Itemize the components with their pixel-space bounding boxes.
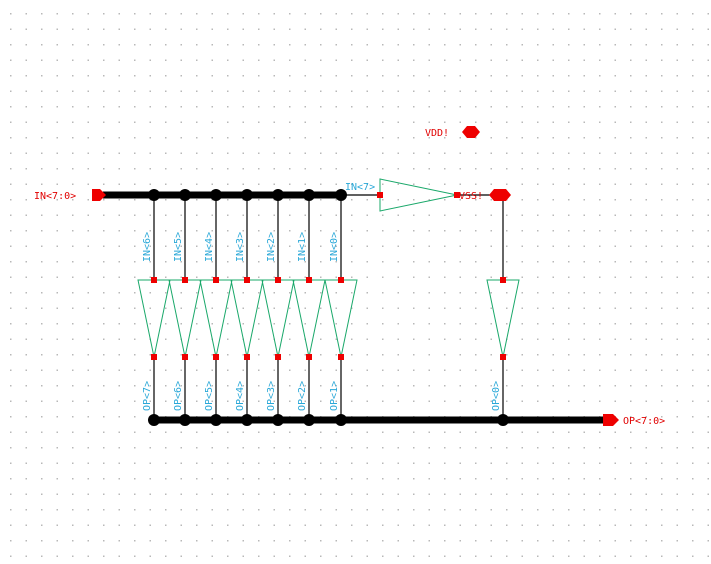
- net-label: IN<6>: [142, 232, 153, 262]
- net-label: IN<0>: [329, 232, 340, 262]
- net-label: OP<3>: [266, 381, 277, 411]
- net-label: IN<4>: [204, 232, 215, 262]
- horizontal-buffer-device[interactable]: [379, 178, 458, 212]
- buffer-device[interactable]: [199, 279, 233, 358]
- buffer-input-net-label: IN<7>: [345, 182, 375, 193]
- buffer-array: [137, 279, 520, 358]
- output-bus-junctions: [148, 414, 509, 426]
- output-net-labels: OP<7> OP<6> OP<5> OP<4> OP<3> OP<2> OP<1…: [142, 381, 502, 411]
- buffer-device[interactable]: [168, 279, 202, 358]
- net-label: IN<1>: [297, 232, 308, 262]
- buffer-device[interactable]: [261, 279, 295, 358]
- net-label: OP<5>: [204, 381, 215, 411]
- input-net-labels: IN<6> IN<5> IN<4> IN<3> IN<2> IN<1> IN<0…: [142, 232, 340, 262]
- vdd-label: VDD!: [425, 128, 449, 139]
- buffer-device[interactable]: [486, 279, 520, 358]
- net-label: OP<0>: [491, 381, 502, 411]
- net-label: OP<6>: [173, 381, 184, 411]
- device-terminals: [151, 192, 506, 360]
- buffer-device[interactable]: [137, 279, 171, 358]
- net-label: OP<2>: [297, 381, 308, 411]
- net-label: OP<7>: [142, 381, 153, 411]
- net-label: OP<1>: [329, 381, 340, 411]
- output-pin-icon[interactable]: [603, 414, 619, 426]
- net-label: IN<3>: [235, 232, 246, 262]
- net-label: IN<2>: [266, 232, 277, 262]
- buffer-device[interactable]: [292, 279, 326, 358]
- vss-label: VSS!: [459, 191, 483, 202]
- buffer-device[interactable]: [230, 279, 264, 358]
- output-branch-wires: [153, 357, 504, 420]
- buffer-device[interactable]: [324, 279, 358, 358]
- net-label: OP<4>: [235, 381, 246, 411]
- net-label: IN<5>: [173, 232, 184, 262]
- vss-pin-icon[interactable]: [489, 189, 511, 201]
- input-bus-label: IN<7:0>: [34, 191, 76, 202]
- input-pin-icon[interactable]: [92, 189, 106, 201]
- output-bus-label: OP<7:0>: [623, 416, 665, 427]
- input-bus-junctions: [148, 189, 347, 201]
- vdd-pin-icon[interactable]: [462, 126, 480, 138]
- input-branch-wires: [153, 195, 342, 280]
